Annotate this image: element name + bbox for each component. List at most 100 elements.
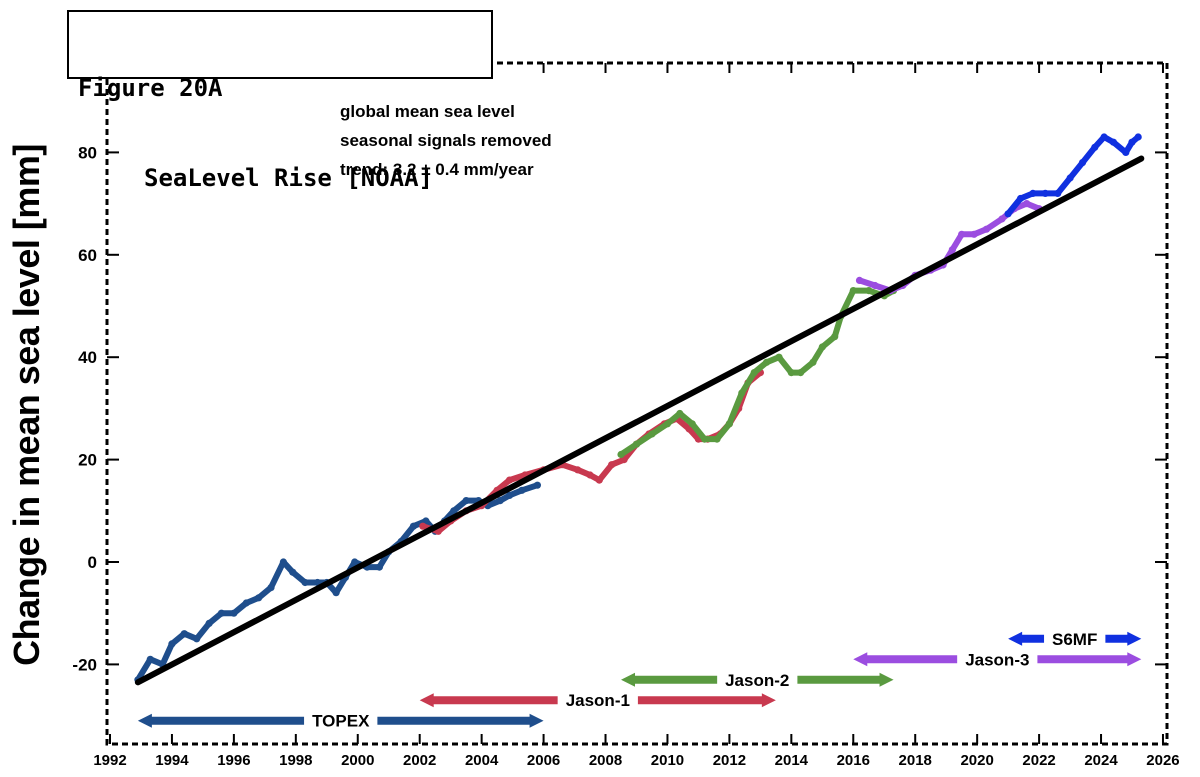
data-point bbox=[1023, 200, 1031, 208]
x-tick-label: 2018 bbox=[899, 752, 932, 769]
mission-bar-left bbox=[621, 672, 718, 687]
data-point bbox=[230, 609, 238, 617]
y-tick-label: 20 bbox=[78, 451, 97, 470]
data-point bbox=[948, 246, 957, 254]
data-point bbox=[775, 353, 783, 361]
data-point bbox=[1041, 189, 1049, 197]
x-tick-label: 1996 bbox=[217, 752, 250, 769]
data-point bbox=[332, 589, 340, 597]
mission-bar-right bbox=[377, 713, 544, 728]
data-point bbox=[180, 630, 188, 638]
x-tick-label: 2000 bbox=[341, 752, 374, 769]
y-tick-label: 80 bbox=[78, 143, 97, 162]
mission-bar-topex: TOPEX bbox=[137, 712, 544, 731]
x-tick-label: 2020 bbox=[960, 752, 993, 769]
mission-bar-left bbox=[853, 652, 958, 667]
x-tick-label: 2014 bbox=[775, 752, 809, 769]
data-point bbox=[617, 450, 625, 459]
data-point bbox=[1004, 210, 1012, 218]
x-tick-label: 2016 bbox=[837, 752, 870, 769]
data-point bbox=[648, 430, 656, 438]
data-point bbox=[1109, 138, 1117, 146]
data-point bbox=[818, 343, 826, 351]
data-point bbox=[787, 369, 795, 377]
data-point bbox=[750, 369, 758, 377]
data-point bbox=[958, 230, 966, 238]
data-point bbox=[763, 358, 771, 366]
y-tick-label: 40 bbox=[78, 348, 97, 367]
data-point bbox=[982, 225, 991, 233]
data-point bbox=[267, 584, 275, 592]
series-line-jason-3 bbox=[856, 200, 1043, 294]
data-point bbox=[725, 420, 734, 428]
x-tick-label: 2008 bbox=[589, 752, 622, 769]
data-point bbox=[205, 619, 213, 628]
mission-bar-s6mf: S6MF bbox=[1008, 630, 1142, 649]
chart-notes: global mean sea level seasonal signals r… bbox=[340, 97, 552, 184]
x-tick-label: 2012 bbox=[713, 752, 746, 769]
mission-layer: TOPEX Jason-1 Jason-2 Jason-3 S6MF bbox=[137, 630, 1142, 731]
data-point bbox=[450, 507, 458, 515]
data-point bbox=[1029, 189, 1037, 197]
data-point bbox=[419, 522, 427, 530]
data-point bbox=[632, 440, 641, 448]
data-point bbox=[663, 420, 672, 428]
x-tick-label: 1998 bbox=[279, 752, 312, 769]
trend-line bbox=[134, 155, 1145, 686]
x-tick-label: 1992 bbox=[93, 752, 126, 769]
mission-bar-right bbox=[1037, 652, 1142, 667]
data-point bbox=[1091, 143, 1099, 151]
mission-label: TOPEX bbox=[312, 712, 370, 731]
data-point bbox=[855, 276, 864, 284]
data-point bbox=[738, 389, 746, 397]
x-tick-label: 2010 bbox=[651, 752, 684, 769]
note-line-3: trend: 3.2 ± 0.4 mm/year bbox=[340, 160, 534, 179]
data-point bbox=[242, 599, 250, 607]
data-point bbox=[871, 281, 879, 290]
figure-title-box bbox=[67, 10, 493, 79]
mission-bar-right bbox=[1105, 631, 1142, 646]
data-point bbox=[505, 491, 514, 499]
figure-label: Figure 20A bbox=[78, 74, 223, 102]
series-layer bbox=[134, 133, 1142, 684]
mission-label: S6MF bbox=[1052, 630, 1097, 649]
y-tick-label: 0 bbox=[88, 553, 97, 572]
data-point bbox=[462, 497, 470, 505]
plot-frame bbox=[105, 61, 1169, 746]
data-point bbox=[409, 522, 418, 530]
data-point bbox=[586, 471, 594, 479]
mission-bar-left bbox=[1008, 631, 1045, 646]
data-point bbox=[797, 369, 805, 377]
data-point bbox=[809, 358, 817, 366]
data-point bbox=[701, 435, 709, 443]
data-point bbox=[518, 486, 526, 494]
data-point bbox=[970, 230, 978, 238]
data-point bbox=[375, 563, 383, 571]
data-point bbox=[1066, 174, 1074, 182]
data-point bbox=[1078, 159, 1087, 167]
mission-label: Jason-3 bbox=[965, 650, 1029, 669]
data-point bbox=[1122, 148, 1130, 156]
data-point bbox=[496, 497, 504, 505]
data-point bbox=[422, 517, 430, 525]
data-point bbox=[849, 287, 857, 295]
data-point bbox=[255, 594, 263, 602]
data-point bbox=[608, 461, 616, 469]
axes: 1992 1994 1996 1998 2000 2002 2004 2006 2008 2010… bbox=[72, 63, 1180, 769]
data-point bbox=[676, 409, 684, 418]
data-point bbox=[289, 568, 297, 576]
data-point bbox=[533, 481, 542, 489]
note-line-1: global mean sea level bbox=[340, 102, 515, 121]
mission-bar-jason-2: Jason-2 bbox=[621, 671, 894, 690]
data-point bbox=[574, 466, 582, 474]
data-point bbox=[865, 287, 873, 295]
mission-bar-left bbox=[419, 693, 558, 708]
y-tick-label: -20 bbox=[72, 655, 97, 674]
x-tick-label: 2024 bbox=[1084, 752, 1118, 769]
data-point bbox=[595, 476, 603, 484]
x-tick-label: 2006 bbox=[527, 752, 560, 769]
mission-bar-left bbox=[137, 713, 305, 728]
x-tick-label: 2026 bbox=[1146, 752, 1179, 769]
y-axis-label: Change in mean sea level [mm] bbox=[6, 144, 47, 666]
